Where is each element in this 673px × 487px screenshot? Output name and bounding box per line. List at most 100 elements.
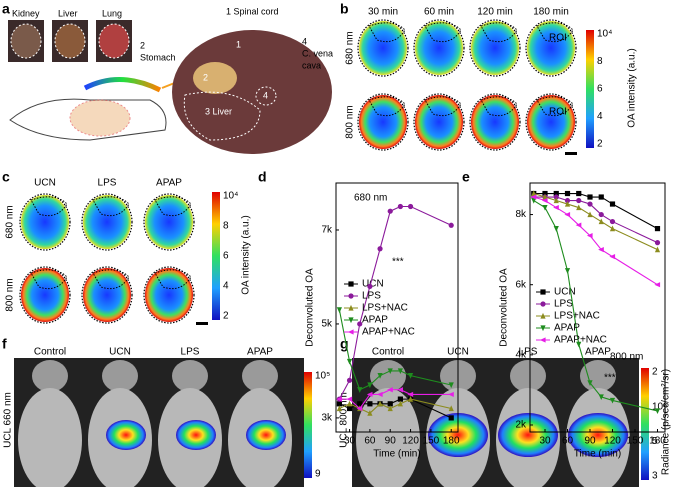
data-point xyxy=(576,341,582,348)
data-point xyxy=(553,197,559,204)
data-point xyxy=(367,401,373,407)
legend-label: LPS+NAC xyxy=(362,303,408,314)
plot-frame xyxy=(529,182,666,433)
colorbar-tick: 2 xyxy=(652,367,658,378)
data-point xyxy=(367,410,373,416)
data-point xyxy=(598,218,604,225)
label: 120 min xyxy=(477,7,513,18)
legend-label: LPS xyxy=(362,291,381,302)
mouse-head xyxy=(102,360,138,392)
axis-label: 680 nm xyxy=(5,205,16,238)
legend-marker xyxy=(348,281,354,287)
oa-image xyxy=(83,195,131,249)
x-tick-label: 180 xyxy=(649,436,666,447)
label: 4 xyxy=(263,90,268,100)
x-axis-label: Time (min) xyxy=(373,449,420,460)
legend-marker xyxy=(348,317,354,324)
data-point xyxy=(587,380,593,387)
data-point xyxy=(654,246,661,253)
x-tick-label: 150 xyxy=(423,436,440,447)
panel-label: b xyxy=(340,1,349,17)
organ-shape xyxy=(54,23,86,59)
organ-label: Liver xyxy=(58,8,78,18)
label: Stomach xyxy=(140,52,176,62)
label: 2 xyxy=(203,72,208,82)
x-tick-label: 120 xyxy=(402,436,419,447)
data-point xyxy=(407,396,414,402)
data-point xyxy=(587,201,593,207)
data-point xyxy=(397,400,403,407)
data-point xyxy=(609,397,616,404)
roi-outline xyxy=(480,22,518,43)
legend-marker xyxy=(348,304,354,311)
data-point xyxy=(387,401,393,407)
data-point xyxy=(609,225,616,232)
data-point xyxy=(397,203,403,210)
roi-outline xyxy=(30,269,68,290)
data-point xyxy=(346,405,353,412)
roi-outline xyxy=(424,22,462,43)
y-tick-label: 3k xyxy=(321,413,333,424)
axis-label: OA intensity (a.u.) xyxy=(241,215,252,294)
outline xyxy=(469,19,521,77)
roi-outline xyxy=(92,196,130,217)
data-point xyxy=(587,194,593,200)
data-point xyxy=(377,246,383,252)
axis-label: 680 nm xyxy=(345,31,356,64)
oa-image xyxy=(145,268,193,322)
colorbar xyxy=(212,192,220,320)
label: cava xyxy=(302,60,321,70)
data-point xyxy=(387,405,393,412)
roi-outline xyxy=(92,269,130,290)
data-point xyxy=(654,408,661,415)
label: 1 xyxy=(236,39,241,49)
data-point xyxy=(542,193,548,200)
oa-image xyxy=(359,21,407,75)
legend-marker xyxy=(347,329,354,335)
label: 2 xyxy=(140,40,145,50)
y-tick-label: 7k xyxy=(321,225,333,236)
data-point xyxy=(366,391,373,398)
vena-cava-outline xyxy=(255,86,277,106)
data-point xyxy=(609,201,616,207)
label: Control xyxy=(372,347,404,358)
label: C. vena xyxy=(302,48,333,58)
data-point xyxy=(336,396,342,402)
roi-outline xyxy=(368,96,406,117)
data-point xyxy=(575,222,582,228)
mouse-body xyxy=(18,388,82,487)
legend-label: UCN xyxy=(362,279,384,290)
data-point xyxy=(531,197,537,204)
data-point xyxy=(654,225,661,232)
colorbar-tick: 10⁴ xyxy=(597,29,612,40)
scale-bar xyxy=(196,322,208,325)
stomach-region xyxy=(193,62,237,94)
x-tick-label: 90 xyxy=(584,436,596,447)
colorbar-tick: 4 xyxy=(597,111,603,122)
label: LPS xyxy=(98,178,117,189)
y-tick-label: 4k xyxy=(515,349,527,360)
mouse-head xyxy=(510,360,546,392)
outline xyxy=(525,93,577,151)
annotation: 800 nm xyxy=(610,352,643,363)
axis-label: UCL 800 nm xyxy=(339,392,350,448)
mouse-head xyxy=(580,360,616,392)
colorbar xyxy=(304,372,312,478)
colorbar-tick: 8 xyxy=(223,221,229,232)
colorbar-tick: 2 xyxy=(597,139,603,150)
colorbar xyxy=(586,30,594,148)
label: 4 xyxy=(302,36,307,46)
label: ROI xyxy=(549,107,567,118)
legend-label: LPS+NAC xyxy=(554,311,600,322)
data-point xyxy=(367,382,373,389)
oa-image xyxy=(359,95,407,149)
mouse-head xyxy=(172,360,208,392)
label: APAP xyxy=(247,347,273,358)
colorbar-tick: 2 xyxy=(223,311,229,322)
oa-image xyxy=(83,268,131,322)
data-point xyxy=(387,387,393,393)
data-point xyxy=(587,211,593,218)
signal xyxy=(428,413,488,457)
